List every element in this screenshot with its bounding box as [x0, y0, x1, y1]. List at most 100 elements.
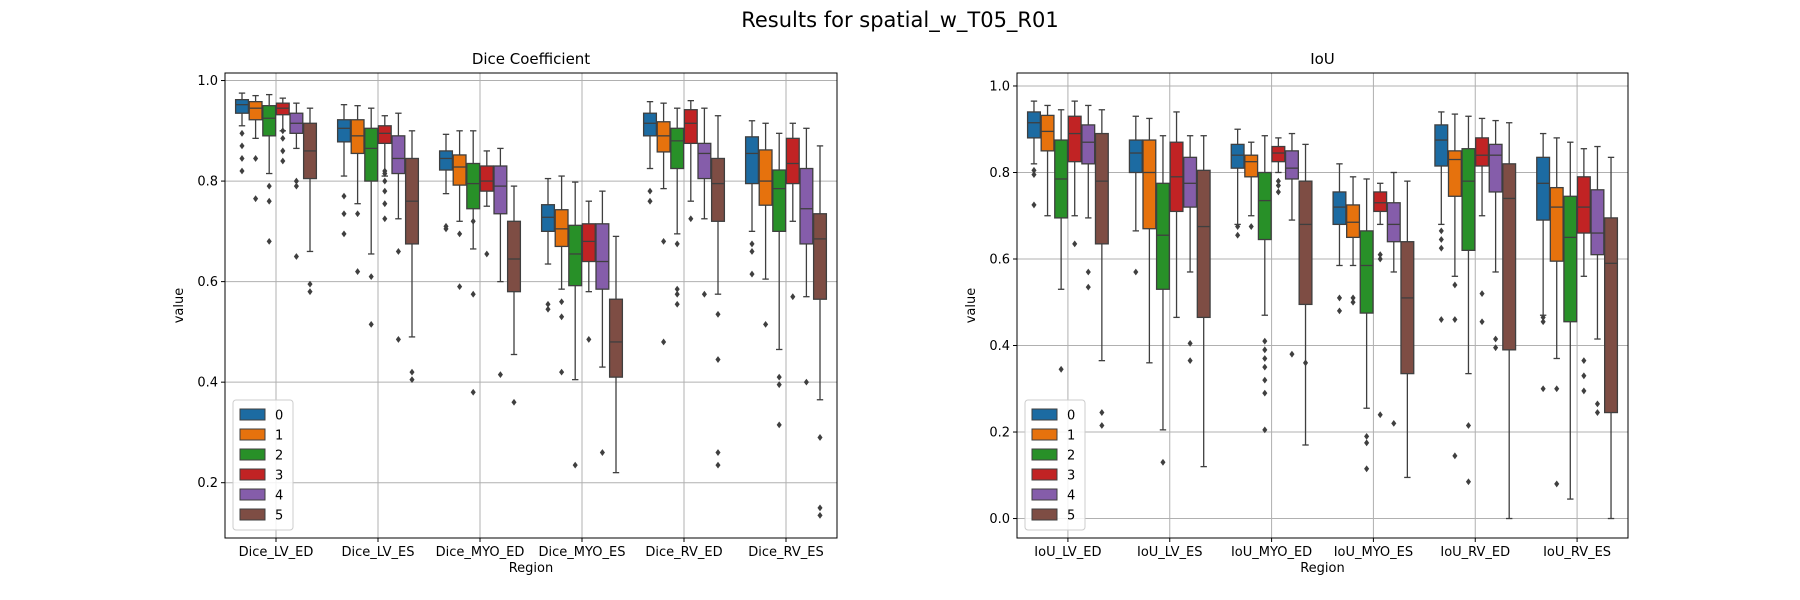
box-iqr [595, 223, 610, 290]
flier-point [817, 434, 823, 441]
y-tick-label: 0.4 [197, 376, 218, 391]
flier-point [1540, 318, 1546, 326]
box-dice-rv-es-series-3 [785, 122, 800, 301]
x-tick-label-iou-rv-es: IoU_RV_ES [1543, 545, 1611, 560]
flier-point [1364, 465, 1370, 473]
y-tick-label: 0.6 [989, 253, 1010, 268]
plot-background [225, 73, 837, 538]
box-dice-myo-es-series-4 [595, 190, 610, 456]
box-iou-lv-ed-series-0 [1026, 100, 1042, 209]
flier-point [776, 381, 782, 389]
box-iqr [772, 169, 787, 233]
flier-point [1262, 389, 1268, 397]
box-dice-lv-es-series-3 [377, 115, 392, 223]
box-iou-myo-es-series-5 [1400, 180, 1415, 479]
legend: 0 1 2 3 4 5 [1024, 399, 1086, 531]
legend-label-2: 2 [275, 449, 283, 464]
flier-point [1262, 355, 1268, 362]
flier-point [293, 182, 299, 190]
box-iou-myo-es-series-4 [1386, 171, 1401, 427]
box-dice-myo-ed-series-2 [466, 130, 481, 396]
y-tick-label: 0.4 [989, 339, 1010, 354]
box-iqr [683, 109, 698, 145]
flier-point [715, 310, 721, 318]
flier-point [1540, 385, 1546, 393]
box-iqr [1488, 143, 1503, 193]
box-iqr [758, 149, 773, 206]
flier-point [776, 373, 782, 381]
box-iou-myo-ed-series-4 [1284, 132, 1299, 358]
box-iqr [1590, 189, 1605, 256]
x-axis-label: Region [509, 561, 554, 576]
flier-point [1452, 316, 1458, 323]
box-iqr [1094, 132, 1109, 245]
legend-swatch-1 [1031, 428, 1058, 441]
flier-point [1262, 426, 1268, 434]
flier-point [599, 449, 605, 456]
flier-point [1072, 240, 1078, 248]
box-dice-lv-es-series-2 [364, 107, 379, 328]
box-dice-myo-es-series-0 [540, 177, 556, 313]
flier-point [1031, 201, 1037, 209]
box-dice-lv-ed-series-0 [234, 92, 250, 175]
chart-title: Dice Coefficient [472, 50, 590, 68]
flier-point [1465, 478, 1472, 486]
flier-point [1289, 350, 1295, 358]
box-iqr [1346, 204, 1361, 239]
box-iqr [1502, 163, 1517, 351]
flier-point [382, 187, 388, 195]
flier-point [1031, 171, 1037, 179]
x-tick-label-dice-lv-es: Dice_LV_ES [342, 545, 415, 560]
flier-point [674, 285, 680, 293]
flier-point [1438, 236, 1444, 243]
flier-point [1350, 298, 1356, 306]
box-iqr [248, 101, 263, 121]
box-iqr [262, 105, 277, 137]
flier-point [1581, 372, 1587, 380]
legend-swatch-2 [239, 448, 266, 461]
box-iou-rv-es-series-3 [1576, 148, 1591, 395]
flier-point [817, 504, 823, 512]
box-iqr [479, 165, 494, 192]
box-dice-myo-ed-series-1 [452, 130, 467, 291]
box-dice-lv-es-series-1 [350, 105, 365, 275]
box-iqr [1298, 180, 1313, 306]
box-iqr [1359, 230, 1374, 314]
legend-swatch-1 [239, 428, 266, 441]
box-iqr [540, 204, 556, 233]
x-tick-label-dice-rv-ed: Dice_RV_ED [645, 545, 722, 560]
box-iqr [1196, 169, 1211, 319]
box-dice-myo-ed-series-4 [493, 147, 508, 379]
legend: 0 1 2 3 4 5 [232, 399, 294, 531]
box-iqr [1183, 156, 1198, 208]
flier-point [293, 177, 299, 185]
plot-dice-coefficient: 0.2 0.4 0.6 0.8 1.0 Dice_LV_ED Dice_LV_ES Dice_… [172, 50, 838, 576]
flier-point [1540, 313, 1546, 321]
legend-label-1: 1 [275, 429, 283, 444]
series-1 [248, 94, 773, 376]
legend-swatch-0 [239, 408, 266, 421]
box-iou-lv-es-series-1 [1142, 117, 1157, 364]
box-iou-rv-es-series-5 [1603, 156, 1619, 520]
box-iqr [554, 209, 569, 248]
flier-point [1058, 365, 1064, 373]
flier-point [1554, 385, 1560, 393]
y-tick-label: 0.6 [197, 275, 218, 290]
flier-point [1493, 335, 1499, 343]
flier-point [1581, 387, 1587, 395]
box-iou-lv-ed-series-1 [1040, 104, 1055, 217]
series-4 [289, 102, 814, 456]
flier-point [688, 215, 694, 223]
y-tick-label: 0.2 [989, 426, 1010, 441]
legend-swatch-5 [1031, 508, 1058, 521]
box-iqr [697, 142, 712, 180]
box-iqr [799, 167, 814, 245]
flier-point [239, 155, 245, 162]
box-iqr [452, 154, 467, 186]
plot-background [1017, 73, 1628, 538]
box-iou-rv-es-series-1 [1549, 137, 1564, 488]
series-4 [1081, 104, 1605, 427]
box-dice-myo-ed-series-0 [438, 133, 454, 233]
box-dice-myo-es-series-5 [608, 235, 624, 474]
